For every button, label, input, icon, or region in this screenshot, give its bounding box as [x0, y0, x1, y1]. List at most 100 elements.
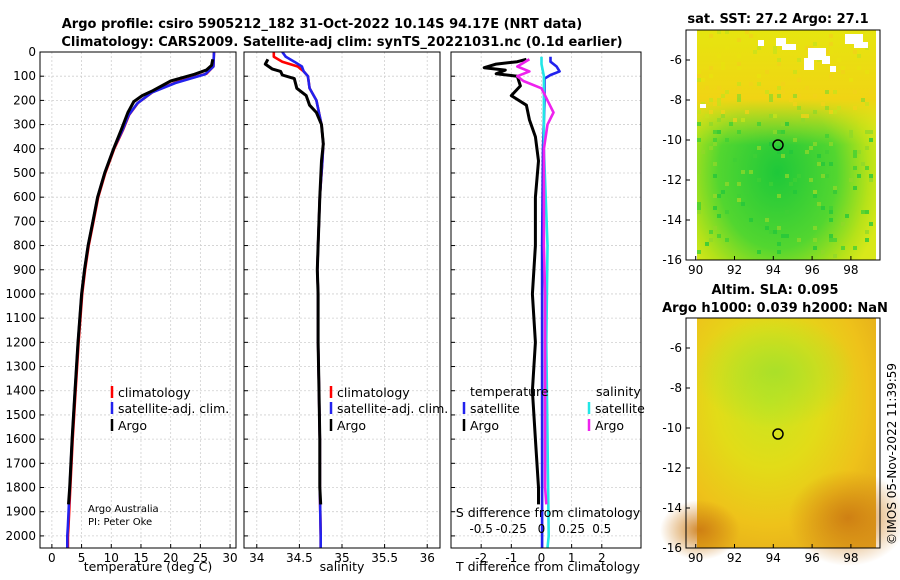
difference-legend-salinity-argo: Argo [595, 418, 624, 433]
credit-line2: PI: Peter Oke [88, 517, 152, 528]
pressure-tick: 1200 [5, 335, 36, 349]
sstAxes-xtick: 90 [688, 263, 703, 277]
sst-map-axes: 90 92 94 96 98 -6 -8 -10 -12 -14 -16 [662, 53, 858, 277]
sstAxes-ytick: -12 [662, 173, 682, 187]
pressure-tick: 1500 [5, 408, 36, 422]
difference-legend-salinity-satellite: satellite [595, 401, 645, 416]
difference-xlabel: T difference from climatology [455, 559, 641, 574]
panelT-xtick: 20 [163, 551, 178, 565]
pressure-tick: 500 [13, 166, 36, 180]
series-argo [67, 59, 215, 505]
temperature-legend-argo: Argo [118, 418, 147, 433]
salinity-legend-satclim: satellite-adj. clim. [337, 401, 448, 416]
pressure-tick: 1600 [5, 432, 36, 446]
salinity-legend-climatology: climatology [337, 385, 410, 400]
pressure-tick: 700 [13, 214, 36, 228]
pressure-tick: 1000 [5, 287, 36, 301]
salinity-diff-tick: 0.5 [592, 522, 611, 536]
sstAxes-xtick: 98 [843, 263, 858, 277]
pressure-tick: 0 [28, 45, 36, 59]
panelS-xtick: 34.5 [286, 551, 313, 565]
sst-cloud-mask [700, 34, 868, 108]
slaAxes-ytick: -6 [670, 341, 682, 355]
salinity-diff-tick: -0.25 [496, 522, 527, 536]
pressure-tick: 1900 [5, 505, 36, 519]
panelD-xtick: -1 [505, 551, 517, 565]
panelS-xtick: 35.5 [371, 551, 398, 565]
salinity-legend-argo: Argo [337, 418, 366, 433]
sstAxes-xtick: 92 [727, 263, 742, 277]
watermark: ©IMOS 05-Nov-2022 11:39:59 [885, 363, 899, 545]
pressure-tick: 800 [13, 239, 36, 253]
slaAxes-xtick: 98 [843, 551, 858, 565]
difference-legend-temperature-satellite: satellite [470, 401, 520, 416]
slaAxes-xtick: 94 [766, 551, 781, 565]
sla-map-axes: 90 92 94 96 98 -6 -8 -10 -12 -14 -16 [662, 341, 858, 565]
temperature-xlabel: temperature (deg C) [84, 559, 213, 574]
temperature-legend-climatology: climatology [118, 385, 191, 400]
panelT-xtick: 30 [222, 551, 237, 565]
panelS-xtick: 34 [249, 551, 264, 565]
panelT-xtick: 25 [193, 551, 208, 565]
pressure-tick: 200 [13, 93, 36, 107]
sstAxes-ytick: -8 [670, 93, 682, 107]
sla-map-subtitle: Argo h1000: 0.039 h2000: NaN [662, 301, 888, 316]
panelT-xtick: 5 [78, 551, 86, 565]
temperature-legend: climatology satellite-adj. clim. Argo [110, 385, 229, 433]
series-argo [263, 58, 325, 505]
series-temperature-argo [482, 57, 540, 505]
difference-panel: -2 -1 0 1 2 -0.5 -0.25 0 0.25 0.5 [450, 51, 642, 565]
sstAxes-xtick: 96 [804, 263, 819, 277]
pressure-tick: 100 [13, 69, 36, 83]
slaAxes-ytick: -14 [662, 501, 682, 515]
salinity-diff-tick: -0.5 [469, 522, 492, 536]
pressure-tick: 600 [13, 190, 36, 204]
sstAxes-ytick: -6 [670, 53, 682, 67]
sst-map-title: sat. SST: 27.2 Argo: 27.1 [687, 12, 868, 27]
panelT-xtick: 0 [48, 551, 56, 565]
panelD-xtick: 0 [538, 551, 546, 565]
panelD-xtick: 2 [598, 551, 606, 565]
sla-map: 90 92 94 96 98 -6 -8 -10 -12 -14 -16 [660, 316, 900, 566]
sst-map: 90 92 94 96 98 -6 -8 -10 -12 -14 -16 [662, 29, 881, 277]
panelS-xtick: 35 [334, 551, 349, 565]
sstAxes-xtick: 94 [766, 263, 781, 277]
pressure-tick: 1800 [5, 481, 36, 495]
difference-legend-salinity-title: salinity [596, 384, 641, 399]
salinity-diff-tick: 0 [538, 522, 546, 536]
temperature-legend-satclim: satellite-adj. clim. [118, 401, 229, 416]
slaAxes-ytick: -16 [662, 541, 682, 555]
pressure-tick: 1100 [5, 311, 36, 325]
sla-dark-low [788, 470, 900, 566]
pressure-tick: 1400 [5, 384, 36, 398]
slaAxes-ytick: -10 [662, 421, 682, 435]
sstAxes-ytick: -16 [662, 253, 682, 267]
series-salinity-argo [516, 58, 555, 505]
sstAxes-ytick: -14 [662, 213, 682, 227]
slaAxes-xtick: 96 [804, 551, 819, 565]
sst-warm-band [697, 30, 876, 260]
pressure-tick: 900 [13, 263, 36, 277]
sst-argo-marker [772, 139, 784, 151]
temperature-panel: 0 5 10 15 20 25 300100200300400500600700800900… [5, 45, 237, 565]
sstAxes-ytick: -10 [662, 133, 682, 147]
panelS-xtick: 36 [420, 551, 435, 565]
panelD-xtick: 1 [568, 551, 576, 565]
main-title-line1: Argo profile: csiro 5905212_182 31-Oct-2… [62, 17, 583, 32]
credit-line1: Argo Australia [88, 504, 159, 515]
salinity-xlabel: salinity [320, 559, 365, 574]
sla-green-high [695, 316, 855, 428]
sla-argo-marker [772, 428, 784, 440]
panelD-xtick: -2 [475, 551, 487, 565]
pressure-tick: 1700 [5, 456, 36, 470]
pressure-tick: 300 [13, 118, 36, 132]
sla-map-title: Altim. SLA: 0.095 [712, 283, 839, 298]
difference-legend-temperature: temperature satellite Argo [462, 384, 549, 433]
panelT-xtick: 15 [133, 551, 148, 565]
slaAxes-ytick: -12 [662, 461, 682, 475]
salinity-diff-tick: 0.25 [558, 522, 585, 536]
slaAxes-ytick: -8 [670, 381, 682, 395]
pressure-tick: 400 [13, 142, 36, 156]
difference-legend-temperature-title: temperature [470, 384, 549, 399]
difference-xlabel2: S difference from climatology [456, 505, 641, 520]
